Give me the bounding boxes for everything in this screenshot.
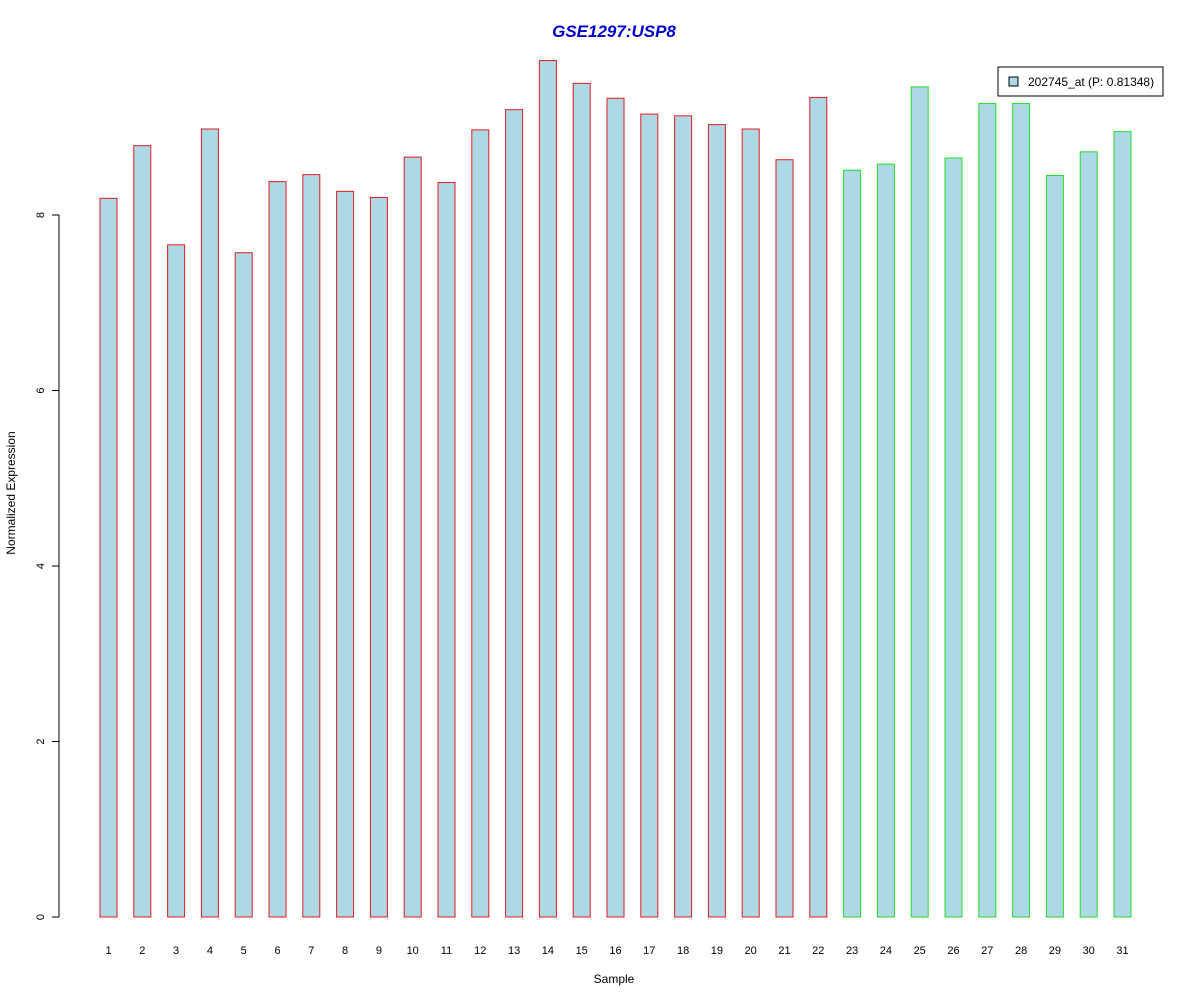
y-tick-label: 4	[35, 563, 47, 569]
bar-sample-2	[133, 145, 152, 918]
x-tick-label: 6	[274, 945, 280, 957]
x-tick-label: 17	[643, 945, 655, 957]
x-tick-label: 11	[441, 945, 452, 957]
x-tick-label: 26	[947, 945, 959, 957]
x-tick-label: 22	[812, 945, 824, 957]
bar-sample-29	[1045, 175, 1064, 918]
x-tick-label: 18	[677, 945, 689, 957]
bar-sample-31	[1113, 131, 1132, 918]
bar-sample-23	[843, 169, 862, 918]
y-tick-label: 8	[35, 212, 47, 218]
x-tick-label: 25	[914, 945, 926, 957]
legend-label: 202745_at (P: 0.81348)	[1028, 75, 1154, 89]
bar-sample-24	[876, 163, 895, 918]
bar-sample-7	[302, 174, 321, 918]
chart-title: GSE1297:USP8	[552, 22, 676, 41]
bar-sample-27	[978, 103, 997, 918]
bar-sample-26	[944, 157, 963, 918]
bar-sample-20	[741, 128, 760, 918]
legend-box	[997, 66, 1164, 97]
x-tick-label: 28	[1015, 945, 1027, 957]
bar-sample-28	[1012, 103, 1031, 918]
bar-sample-16	[606, 97, 625, 918]
x-tick-label: 10	[407, 945, 419, 957]
bars	[99, 60, 1132, 918]
bar-sample-11	[437, 182, 456, 918]
bar-sample-9	[369, 196, 388, 918]
y-tick-label: 6	[35, 387, 47, 393]
legend-swatch	[1008, 76, 1019, 87]
bar-sample-18	[674, 115, 693, 918]
bar-sample-8	[336, 190, 355, 918]
bar-sample-13	[505, 109, 524, 918]
bar-sample-5	[234, 252, 253, 918]
x-tick-label: 14	[542, 945, 554, 957]
x-tick-label: 19	[711, 945, 723, 957]
x-tick-label: 13	[508, 945, 520, 957]
x-tick-label: 3	[173, 945, 179, 957]
y-axis: 0 2 4 6 8	[35, 212, 60, 920]
x-tick-label: 29	[1049, 945, 1061, 957]
x-tick-label: 4	[207, 945, 213, 957]
bar-sample-19	[707, 124, 726, 918]
x-tick-label: 30	[1083, 945, 1095, 957]
x-tick-label: 7	[308, 945, 314, 957]
y-axis-label: Normalized Expression	[4, 431, 18, 554]
bar-sample-25	[910, 86, 929, 918]
x-tick-label: 31	[1116, 945, 1128, 957]
bar-sample-17	[640, 113, 659, 918]
legend: 202745_at (P: 0.81348)	[997, 66, 1164, 97]
x-axis-label: Sample	[594, 972, 635, 986]
bar-sample-10	[403, 156, 422, 918]
bar-sample-30	[1079, 151, 1098, 918]
bar-sample-14	[538, 60, 557, 918]
bar-sample-22	[809, 96, 828, 918]
bar-sample-21	[775, 159, 794, 918]
x-tick-label: 21	[778, 945, 790, 957]
x-tick-label: 1	[105, 945, 111, 957]
x-tick-label: 20	[745, 945, 757, 957]
x-tick-label: 24	[880, 945, 892, 957]
bar-sample-3	[167, 244, 186, 918]
x-tick-label: 16	[609, 945, 621, 957]
bar-sample-15	[572, 82, 591, 918]
x-tick-label: 23	[846, 945, 858, 957]
bar-sample-6	[268, 181, 287, 918]
x-axis-labels: 1 2 3 4 5 6 7 8 9 10 11 12 13 14 15 16 17 18 19 20 21 22 23 24 2…	[105, 945, 1128, 957]
x-tick-label: 2	[139, 945, 145, 957]
bar-sample-12	[471, 129, 490, 918]
x-tick-label: 27	[981, 945, 993, 957]
x-tick-label: 5	[241, 945, 247, 957]
x-tick-label: 15	[576, 945, 588, 957]
bar-sample-4	[200, 128, 219, 918]
y-tick-label: 0	[35, 914, 47, 920]
y-tick-label: 2	[35, 738, 47, 744]
bar-sample-1	[99, 197, 118, 918]
x-tick-label: 8	[342, 945, 348, 957]
x-tick-label: 9	[376, 945, 382, 957]
x-tick-label: 12	[474, 945, 486, 957]
